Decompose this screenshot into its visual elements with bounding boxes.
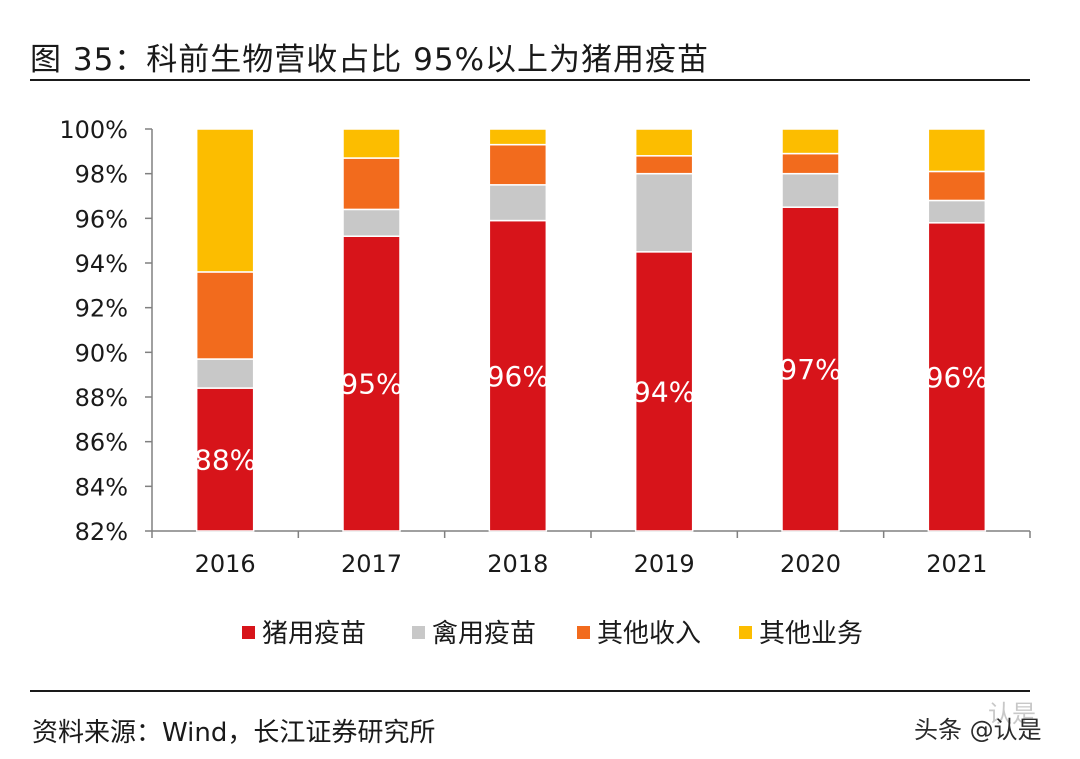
- legend-label: 禽用疫苗: [432, 619, 536, 649]
- footer-divider: [30, 690, 1030, 692]
- bar-segment: [488, 219, 548, 532]
- bar-segment: [781, 152, 840, 175]
- bar-segment: [927, 222, 987, 532]
- legend-label: 猪用疫苗: [262, 619, 366, 649]
- bar-segment: [195, 128, 255, 273]
- bar-segment: [488, 184, 548, 222]
- bar-segment: [781, 128, 840, 155]
- x-tick-label: 2018: [487, 550, 548, 578]
- data-label: 96%: [487, 360, 549, 393]
- bar-segment: [781, 172, 840, 208]
- legend-swatch: [739, 626, 752, 639]
- bar-segment: [488, 143, 548, 186]
- y-tick-label: 92%: [75, 295, 128, 323]
- legend-swatch: [577, 626, 590, 639]
- bar-segment: [927, 170, 987, 202]
- y-tick-label: 100%: [59, 116, 128, 144]
- bar-segment: [634, 172, 694, 253]
- bar-segment: [195, 271, 255, 360]
- watermark-faint: 认是: [988, 700, 1036, 728]
- bar-segment: [488, 128, 548, 146]
- y-tick-label: 84%: [75, 473, 128, 501]
- legend-swatch: [412, 626, 425, 639]
- x-tick-label: 2021: [926, 550, 987, 578]
- title-divider: [30, 79, 1030, 81]
- bar-segment: [634, 128, 694, 157]
- y-tick-label: 90%: [75, 339, 128, 367]
- x-tick-label: 2020: [780, 550, 841, 578]
- y-tick-label: 98%: [75, 161, 128, 189]
- y-tick-label: 88%: [75, 384, 128, 412]
- bar-segment: [342, 157, 401, 211]
- x-tick-label: 2016: [195, 550, 256, 578]
- x-tick-label: 2019: [634, 550, 695, 578]
- chart-title: 图 35：科前生物营收占比 95%以上为猪用疫苗: [30, 42, 710, 78]
- legend-swatch: [242, 626, 255, 639]
- y-tick-label: 86%: [75, 429, 128, 457]
- bar-segment: [342, 208, 401, 237]
- stacked-bar-chart: 82% 84% 86% 88% 90% 92% 94% 96% 98% 100% 88% 2016 95…: [59, 116, 1031, 649]
- legend-label: 其他业务: [759, 619, 863, 649]
- bar-segment: [342, 128, 401, 159]
- data-label: 97%: [779, 353, 841, 386]
- y-tick-label: 96%: [75, 205, 128, 233]
- data-label: 96%: [926, 361, 988, 394]
- data-label: 95%: [340, 368, 402, 401]
- bar-segment: [781, 206, 840, 532]
- bar-segment: [634, 251, 694, 532]
- y-tick-label: 94%: [75, 250, 128, 278]
- bar-segment: [634, 155, 694, 175]
- x-tick-label: 2017: [341, 550, 402, 578]
- bar-segment: [927, 199, 987, 224]
- y-tick-label: 82%: [75, 518, 128, 546]
- legend-label: 其他收入: [597, 619, 701, 649]
- bar-segment: [195, 358, 255, 389]
- data-label: 88%: [194, 444, 256, 477]
- data-label: 94%: [633, 375, 695, 408]
- source-note: 资料来源：Wind，长江证券研究所: [32, 718, 436, 748]
- bar-segment: [927, 128, 987, 173]
- watermark-text: 头条 @认是: [914, 716, 1042, 744]
